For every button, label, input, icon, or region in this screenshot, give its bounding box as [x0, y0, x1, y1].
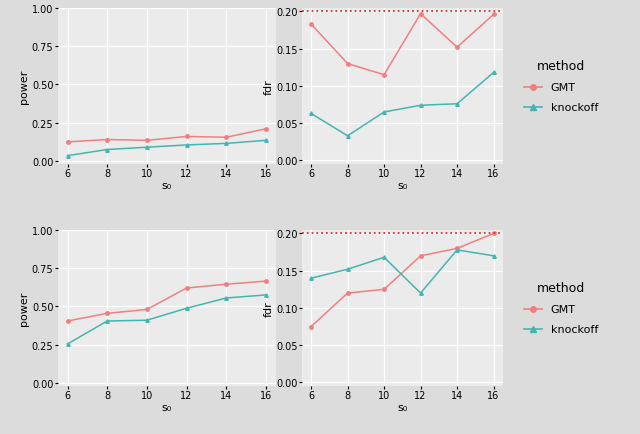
Legend: GMT, knockoff: GMT, knockoff — [524, 60, 598, 113]
Legend: GMT, knockoff: GMT, knockoff — [524, 282, 598, 335]
X-axis label: s₀: s₀ — [161, 402, 172, 412]
X-axis label: s₀: s₀ — [397, 180, 408, 190]
Y-axis label: fdr: fdr — [264, 79, 273, 95]
Y-axis label: fdr: fdr — [264, 300, 273, 316]
X-axis label: s₀: s₀ — [397, 402, 408, 412]
Y-axis label: power: power — [19, 69, 29, 104]
Y-axis label: power: power — [19, 291, 29, 326]
X-axis label: s₀: s₀ — [161, 180, 172, 190]
